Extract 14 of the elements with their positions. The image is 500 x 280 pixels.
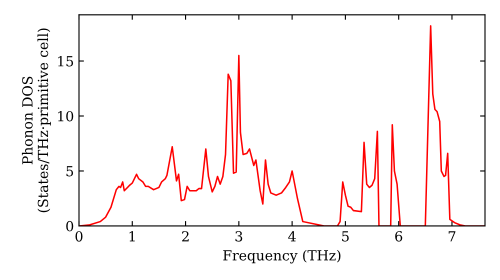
x-tick-label: 6 xyxy=(395,231,402,242)
y-tick-label: 0 xyxy=(66,220,74,232)
x-tick-label: 7 xyxy=(448,231,456,242)
x-axis-title: Frequency (THz) xyxy=(223,250,340,264)
y-tick-label: 10 xyxy=(58,110,74,122)
x-tick-label: 5 xyxy=(342,231,349,242)
x-tick-label: 2 xyxy=(182,231,189,242)
x-tick-label: 4 xyxy=(288,231,296,242)
y-axis-title: Phonon DOS (States/THz·primitive cell) xyxy=(22,28,51,212)
x-tick-label: 3 xyxy=(235,231,242,242)
x-tick-label: 0 xyxy=(75,231,82,242)
y-tick-label: 15 xyxy=(58,56,74,66)
x-tick-label: 1 xyxy=(130,231,135,242)
y-tick-label: 5 xyxy=(66,166,74,176)
